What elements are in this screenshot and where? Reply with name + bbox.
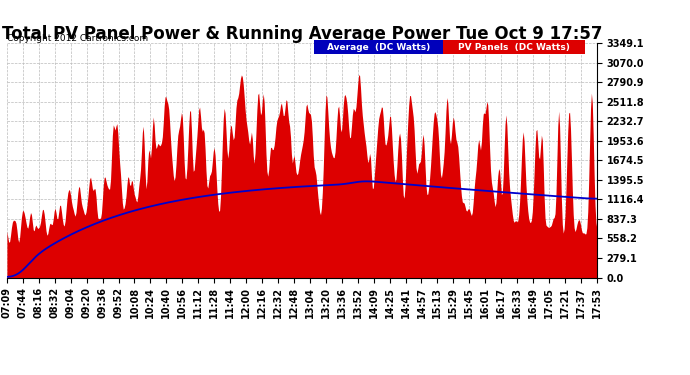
Title: Total PV Panel Power & Running Average Power Tue Oct 9 17:57: Total PV Panel Power & Running Average P… xyxy=(1,25,602,43)
FancyBboxPatch shape xyxy=(444,40,585,54)
Text: PV Panels  (DC Watts): PV Panels (DC Watts) xyxy=(458,43,570,52)
Text: Copyright 2012 Cartronics.com: Copyright 2012 Cartronics.com xyxy=(7,34,148,43)
Text: Average  (DC Watts): Average (DC Watts) xyxy=(327,43,430,52)
FancyBboxPatch shape xyxy=(314,40,444,54)
